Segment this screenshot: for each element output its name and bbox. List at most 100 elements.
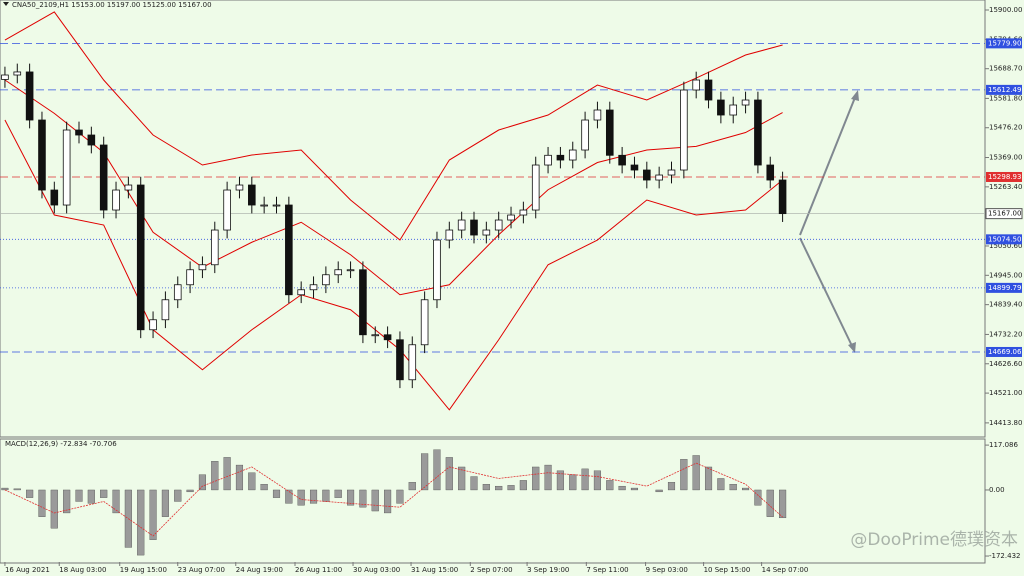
candle-body [25, 71, 34, 121]
candle-body [531, 164, 540, 211]
candle-body [445, 229, 454, 241]
y-tick-label: 15476.20 [989, 124, 1022, 132]
macd-bar [667, 482, 676, 491]
candle-body [420, 299, 429, 346]
macd-bar [495, 485, 503, 491]
candle-body [581, 119, 589, 151]
y-tick-label: 14839.40 [989, 301, 1022, 309]
candle-body [704, 79, 713, 101]
level-label: 14899.79 [988, 284, 1021, 292]
candle-body [297, 289, 305, 296]
macd-tick-label: 117.086 [989, 441, 1018, 449]
candle-body [655, 174, 663, 181]
candle-body [272, 204, 281, 207]
x-tick-label: 16 Aug 2021 [5, 566, 50, 574]
level-label-box [986, 38, 1022, 49]
candle-body [346, 269, 355, 272]
candle-body [136, 184, 145, 331]
macd-bar [211, 461, 219, 491]
macd-bar [112, 489, 120, 514]
macd-bar [198, 474, 206, 491]
candle-body [470, 219, 478, 236]
macd-bar [766, 489, 774, 517]
x-tick-label: 31 Aug 15:00 [411, 566, 458, 574]
candle-body [334, 269, 343, 276]
x-tick-label: 30 Aug 03:00 [353, 566, 400, 574]
macd-bar [371, 489, 379, 512]
macd-bar [519, 480, 527, 491]
x-tick-label: 3 Sep 19:00 [527, 566, 569, 574]
bollinger-band [4, 79, 783, 296]
macd-bar [779, 489, 787, 519]
macd-bar [297, 489, 305, 506]
x-tick-label: 2 Sep 07:00 [470, 566, 512, 574]
macd-bar [717, 478, 725, 491]
macd-bar [100, 489, 108, 498]
macd-bar [248, 472, 256, 491]
candle-body [38, 119, 46, 191]
macd-tick-label: 0.00 [989, 486, 1005, 494]
macd-bar [482, 484, 490, 491]
candle-body [75, 129, 83, 136]
candle-body [223, 189, 231, 231]
level-label-box [985, 208, 1023, 220]
macd-bar [470, 476, 478, 491]
macd-bar [285, 489, 293, 504]
candle-body [605, 109, 614, 156]
level-label-box [986, 282, 1022, 293]
candle-body [754, 99, 762, 166]
candle-body [124, 184, 133, 191]
macd-bar [322, 489, 330, 502]
macd-bar [137, 489, 145, 556]
candle-body [322, 274, 330, 286]
macd-signal [4, 462, 783, 537]
candle-body [667, 169, 676, 176]
macd-bar [63, 489, 71, 514]
candle-body [729, 104, 738, 116]
candle-body [149, 319, 157, 331]
macd-bar [359, 489, 367, 508]
x-tick-label: 19 Aug 15:00 [120, 566, 167, 574]
collapse-icon[interactable] [3, 2, 9, 6]
bollinger-band [4, 119, 783, 411]
y-tick-label: 14413.80 [989, 419, 1022, 427]
candle-body [285, 204, 293, 296]
price-panel [0, 0, 986, 438]
candle-body [482, 229, 491, 236]
candle-body [556, 154, 565, 161]
macd-bar [618, 485, 626, 491]
macd-bar [161, 489, 169, 517]
x-tick-label: 18 Aug 03:00 [59, 566, 106, 574]
candle-body [383, 334, 392, 341]
projection-arrows [799, 90, 859, 353]
candle-body [519, 209, 528, 216]
macd-bar [433, 449, 441, 491]
candle-body [309, 284, 318, 291]
candle-body [692, 79, 700, 91]
x-tick-label: 9 Sep 03:00 [646, 566, 688, 574]
candle-body [717, 99, 725, 116]
y-tick-label: 15688.70 [989, 65, 1022, 73]
level-label-box [986, 84, 1022, 95]
macd-bar [87, 489, 95, 504]
macd-bar [742, 487, 750, 491]
candle-body [371, 334, 380, 337]
candle-body [593, 109, 602, 121]
macd-bar [235, 464, 244, 491]
macd-bar [606, 480, 614, 491]
chart-title: CNA50_2109,H1 15153.00 15197.00 15125.00… [12, 1, 212, 9]
candle-body [62, 129, 71, 206]
level-label: 14669.06 [988, 348, 1022, 356]
candle-body [210, 229, 219, 266]
macd-bar [655, 489, 663, 493]
macd-bar [445, 457, 453, 491]
candle-body [408, 344, 417, 381]
macd-bar [593, 470, 601, 491]
candle-body [99, 144, 108, 211]
macd-bar [272, 489, 281, 498]
candle-body [13, 71, 22, 76]
macd-bar [396, 489, 404, 504]
x-tick-label: 23 Aug 07:00 [178, 566, 225, 574]
macd-bar [754, 489, 762, 506]
